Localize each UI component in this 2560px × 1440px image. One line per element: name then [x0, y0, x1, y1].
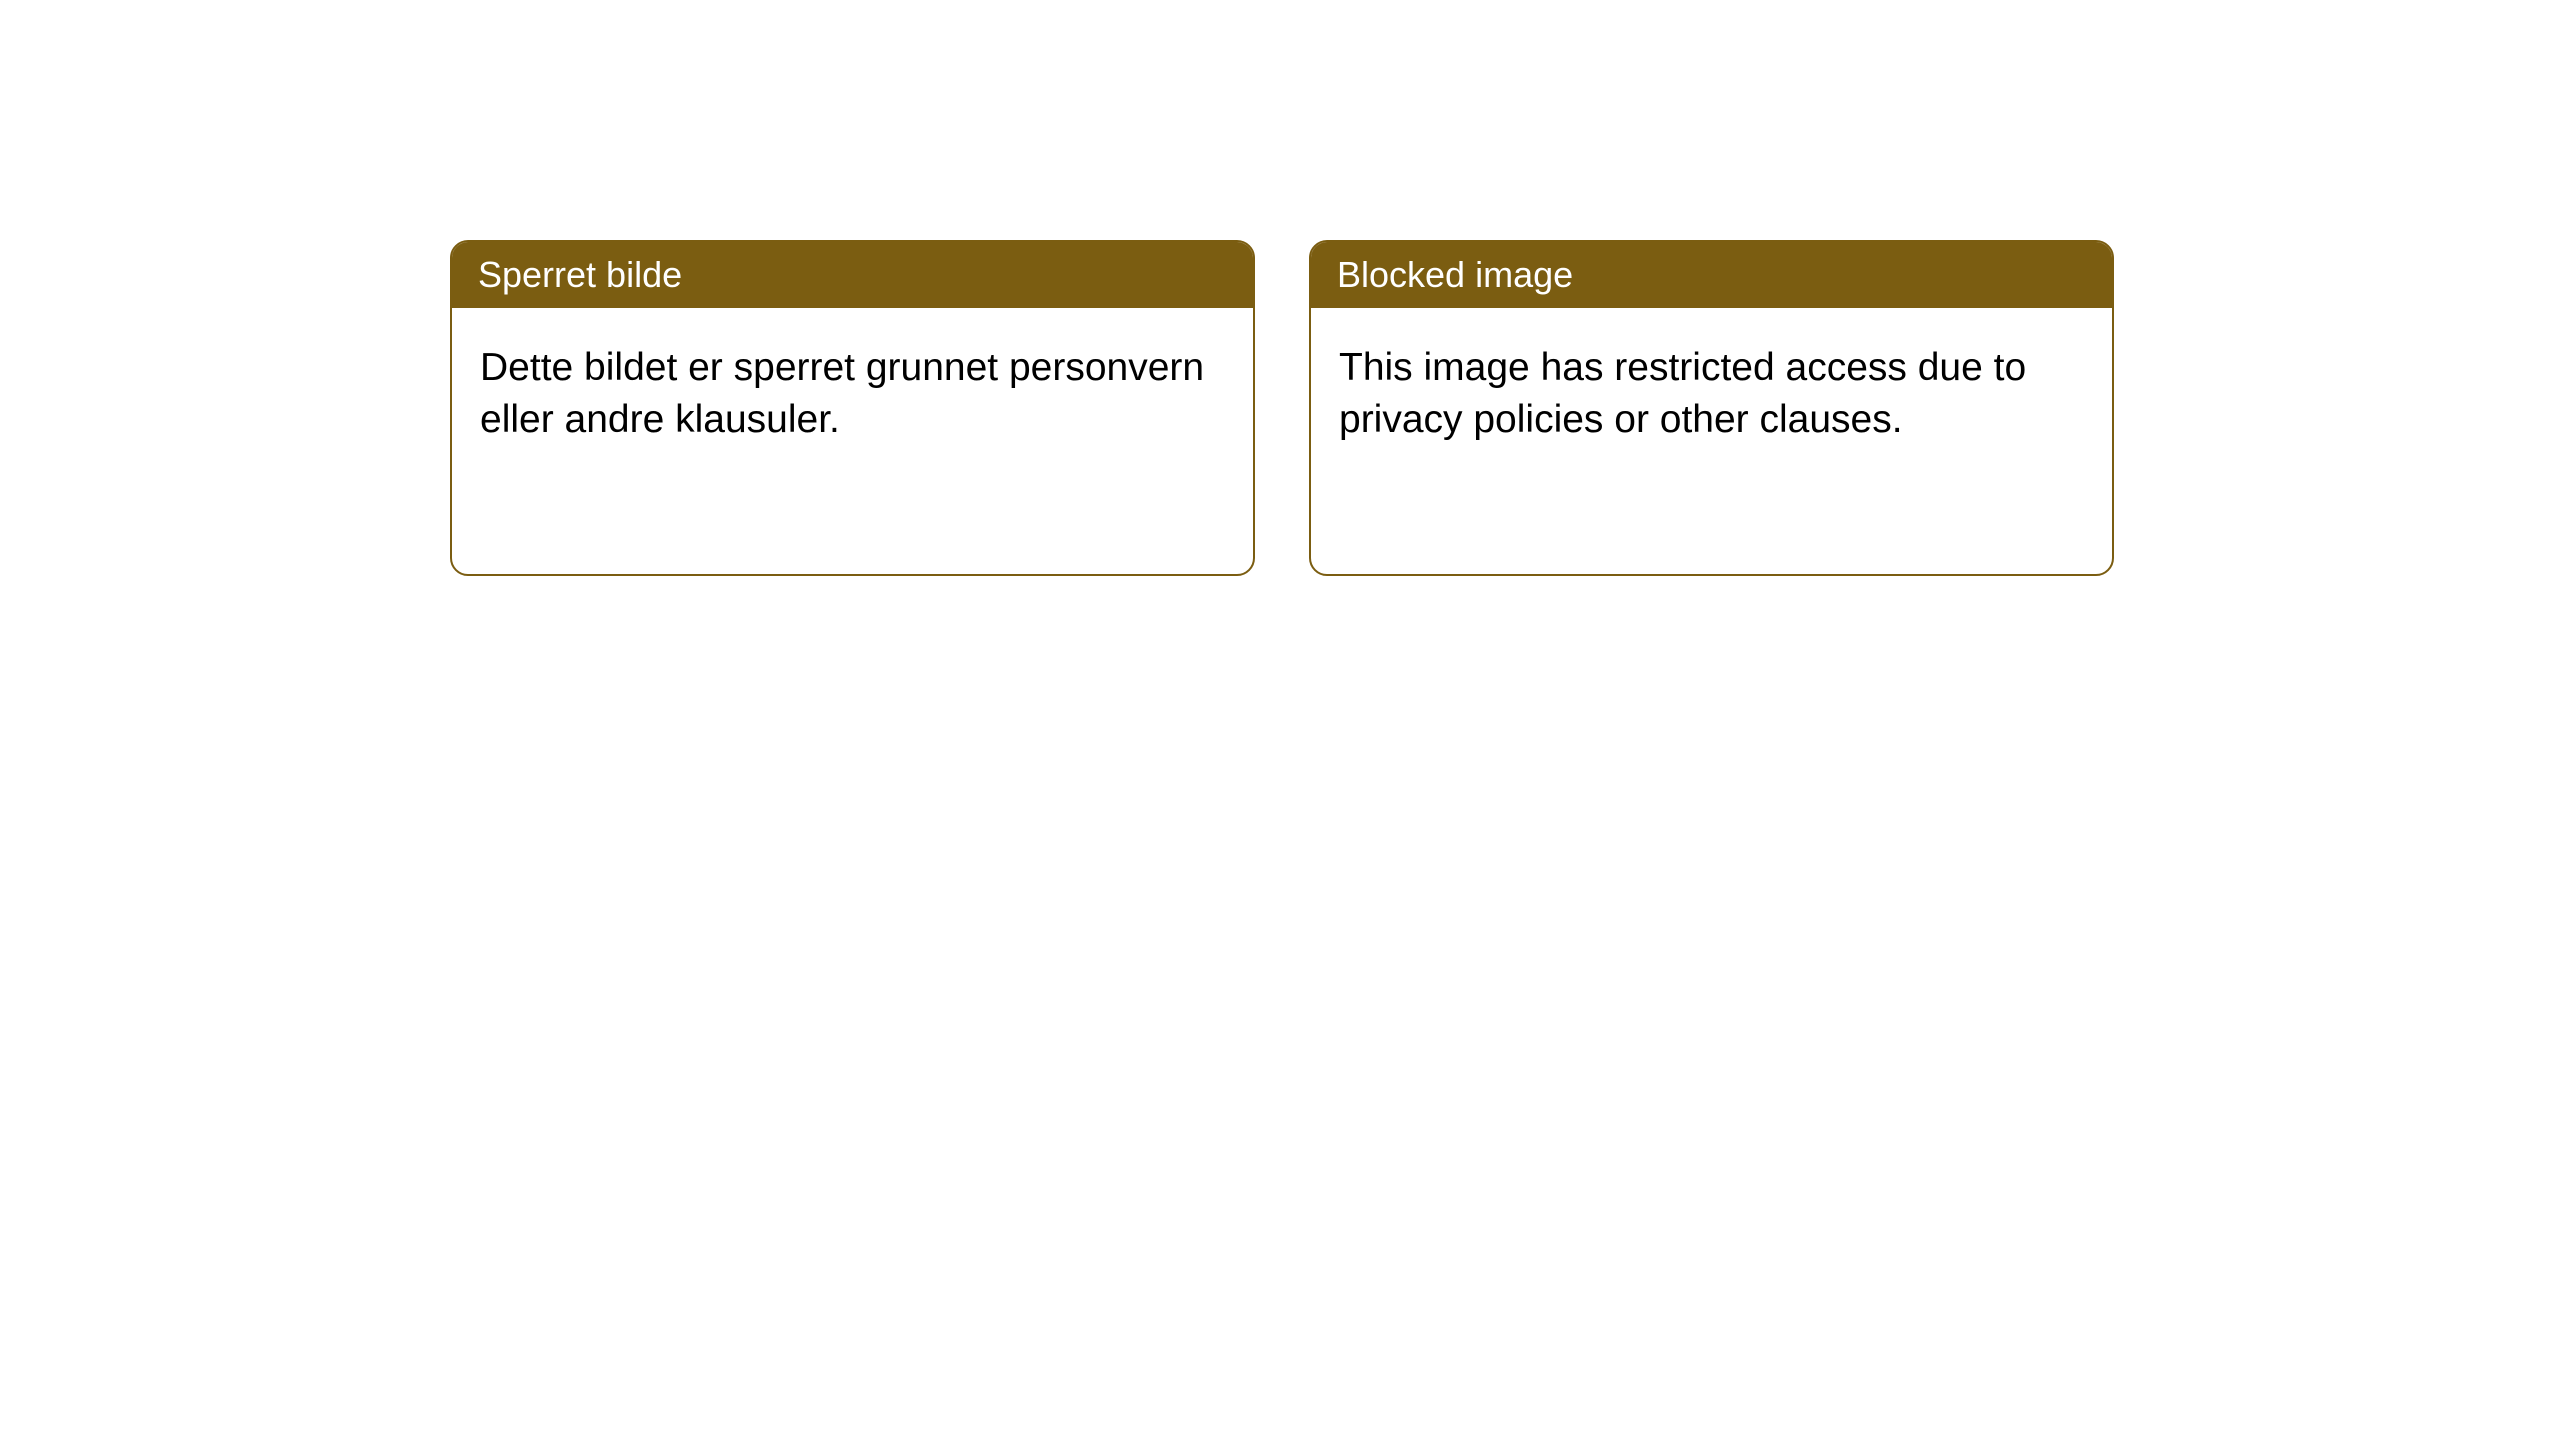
- card-header: Sperret bilde: [452, 242, 1253, 308]
- card-body: This image has restricted access due to …: [1311, 308, 2112, 480]
- card-title: Sperret bilde: [478, 254, 682, 295]
- card-body-text: This image has restricted access due to …: [1339, 346, 2026, 441]
- notice-card-english: Blocked image This image has restricted …: [1309, 240, 2114, 576]
- notice-cards-container: Sperret bilde Dette bildet er sperret gr…: [0, 0, 2560, 576]
- card-header: Blocked image: [1311, 242, 2112, 308]
- card-body: Dette bildet er sperret grunnet personve…: [452, 308, 1253, 480]
- card-title: Blocked image: [1337, 254, 1573, 295]
- notice-card-norwegian: Sperret bilde Dette bildet er sperret gr…: [450, 240, 1255, 576]
- card-body-text: Dette bildet er sperret grunnet personve…: [480, 346, 1204, 441]
